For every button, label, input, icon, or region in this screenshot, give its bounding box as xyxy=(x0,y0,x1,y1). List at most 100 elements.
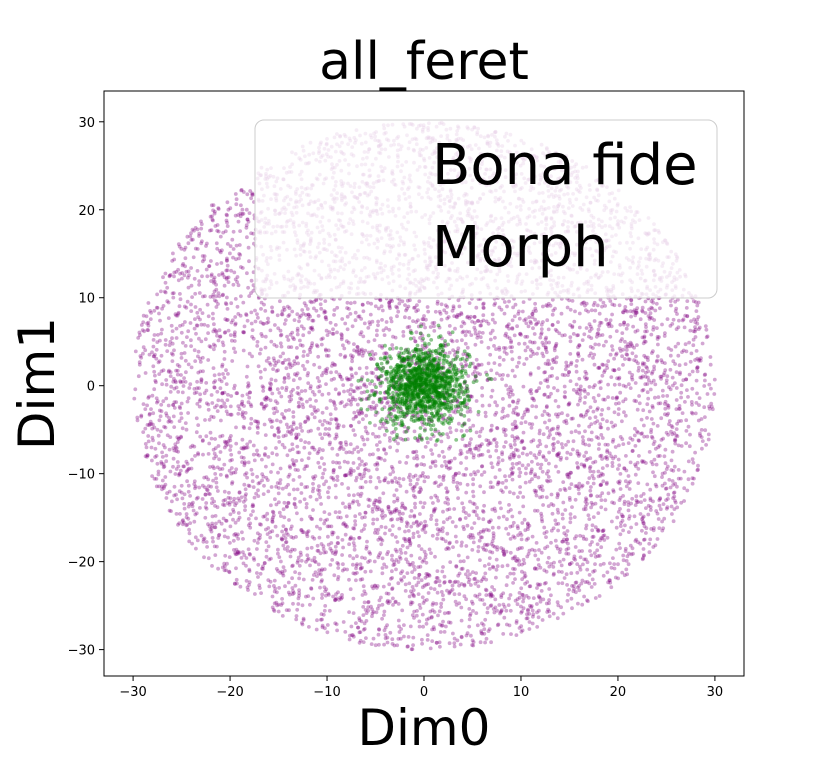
bona-fide-point xyxy=(232,270,237,275)
bona-fide-point xyxy=(283,318,288,322)
bona-fide-point xyxy=(459,605,464,610)
bona-fide-point xyxy=(550,374,554,378)
bona-fide-point xyxy=(287,399,292,404)
bona-fide-point xyxy=(368,475,373,480)
bona-fide-point xyxy=(441,520,446,525)
bona-fide-point xyxy=(186,329,191,334)
bona-fide-point xyxy=(708,355,713,359)
bona-fide-point xyxy=(291,378,296,383)
bona-fide-point xyxy=(279,332,284,337)
bona-fide-point xyxy=(683,400,687,404)
bona-fide-point xyxy=(587,573,592,577)
bona-fide-point xyxy=(400,569,405,574)
bona-fide-point xyxy=(658,454,662,458)
bona-fide-point xyxy=(676,468,681,472)
bona-fide-point xyxy=(426,475,430,479)
bona-fide-point xyxy=(529,439,534,444)
bona-fide-point xyxy=(643,355,648,360)
bona-fide-point xyxy=(175,368,180,373)
bona-fide-point xyxy=(279,514,283,518)
bona-fide-point xyxy=(164,378,169,382)
bona-fide-point xyxy=(259,300,264,305)
bona-fide-point xyxy=(231,282,236,287)
bona-fide-point xyxy=(538,495,542,500)
bona-fide-point xyxy=(467,301,472,305)
bona-fide-point xyxy=(583,369,588,374)
bona-fide-point xyxy=(237,490,242,495)
bona-fide-point xyxy=(663,470,667,475)
bona-fide-point xyxy=(418,564,423,569)
bona-fide-point xyxy=(242,553,247,557)
bona-fide-point xyxy=(502,430,506,434)
bona-fide-point xyxy=(395,498,400,503)
bona-fide-point xyxy=(341,522,345,526)
bona-fide-point xyxy=(204,506,209,511)
bona-fide-point xyxy=(589,553,594,558)
bona-fide-point xyxy=(212,451,217,456)
bona-fide-point xyxy=(334,596,339,601)
bona-fide-point xyxy=(686,477,691,482)
bona-fide-point xyxy=(423,445,428,449)
bona-fide-point xyxy=(154,477,159,481)
bona-fide-point xyxy=(290,586,295,590)
bona-fide-point xyxy=(556,510,561,515)
bona-fide-point xyxy=(605,448,610,453)
bona-fide-point xyxy=(495,426,500,431)
bona-fide-point xyxy=(292,463,297,468)
bona-fide-point xyxy=(699,428,704,432)
bona-fide-point xyxy=(171,291,176,295)
bona-fide-point xyxy=(428,416,433,420)
bona-fide-point xyxy=(442,455,446,459)
bona-fide-point xyxy=(648,387,653,392)
bona-fide-point xyxy=(482,564,487,568)
bona-fide-point xyxy=(607,451,612,456)
bona-fide-point xyxy=(666,492,671,497)
bona-fide-point xyxy=(419,521,423,526)
bona-fide-point xyxy=(492,344,496,348)
bona-fide-point xyxy=(511,305,515,310)
bona-fide-point xyxy=(386,480,391,485)
bona-fide-point xyxy=(494,448,499,453)
bona-fide-point xyxy=(221,498,226,503)
bona-fide-point xyxy=(549,593,553,598)
bona-fide-point xyxy=(199,339,204,344)
bona-fide-point xyxy=(152,308,157,313)
bona-fide-point xyxy=(452,580,457,585)
bona-fide-point xyxy=(558,559,562,564)
bona-fide-point xyxy=(640,528,644,533)
bona-fide-point xyxy=(652,457,657,462)
bona-fide-point xyxy=(194,323,199,328)
bona-fide-point xyxy=(133,387,138,392)
bona-fide-point xyxy=(502,552,507,557)
bona-fide-point xyxy=(365,539,369,544)
bona-fide-point xyxy=(382,613,386,617)
bona-fide-point xyxy=(192,519,197,524)
bona-fide-point xyxy=(593,308,598,313)
bona-fide-point xyxy=(299,517,304,522)
bona-fide-point xyxy=(366,504,371,508)
bona-fide-point xyxy=(385,401,389,406)
bona-fide-point xyxy=(182,376,187,380)
bona-fide-point xyxy=(380,566,385,570)
bona-fide-point xyxy=(562,384,567,389)
bona-fide-point xyxy=(389,316,393,321)
bona-fide-point xyxy=(409,553,414,558)
bona-fide-point xyxy=(510,318,515,323)
bona-fide-point xyxy=(618,390,623,395)
bona-fide-point xyxy=(394,402,399,407)
bona-fide-point xyxy=(244,225,249,230)
bona-fide-point xyxy=(433,443,438,447)
bona-fide-point xyxy=(276,547,280,552)
bona-fide-point xyxy=(195,247,200,251)
bona-fide-point xyxy=(430,452,435,456)
bona-fide-point xyxy=(632,514,637,519)
bona-fide-point xyxy=(623,546,628,551)
bona-fide-point xyxy=(363,556,367,561)
bona-fide-point xyxy=(598,386,603,391)
bona-fide-point xyxy=(290,363,295,368)
bona-fide-point xyxy=(614,352,618,357)
bona-fide-point xyxy=(683,342,688,347)
bona-fide-point xyxy=(220,404,225,409)
bona-fide-point xyxy=(188,494,193,498)
bona-fide-point xyxy=(318,572,323,577)
